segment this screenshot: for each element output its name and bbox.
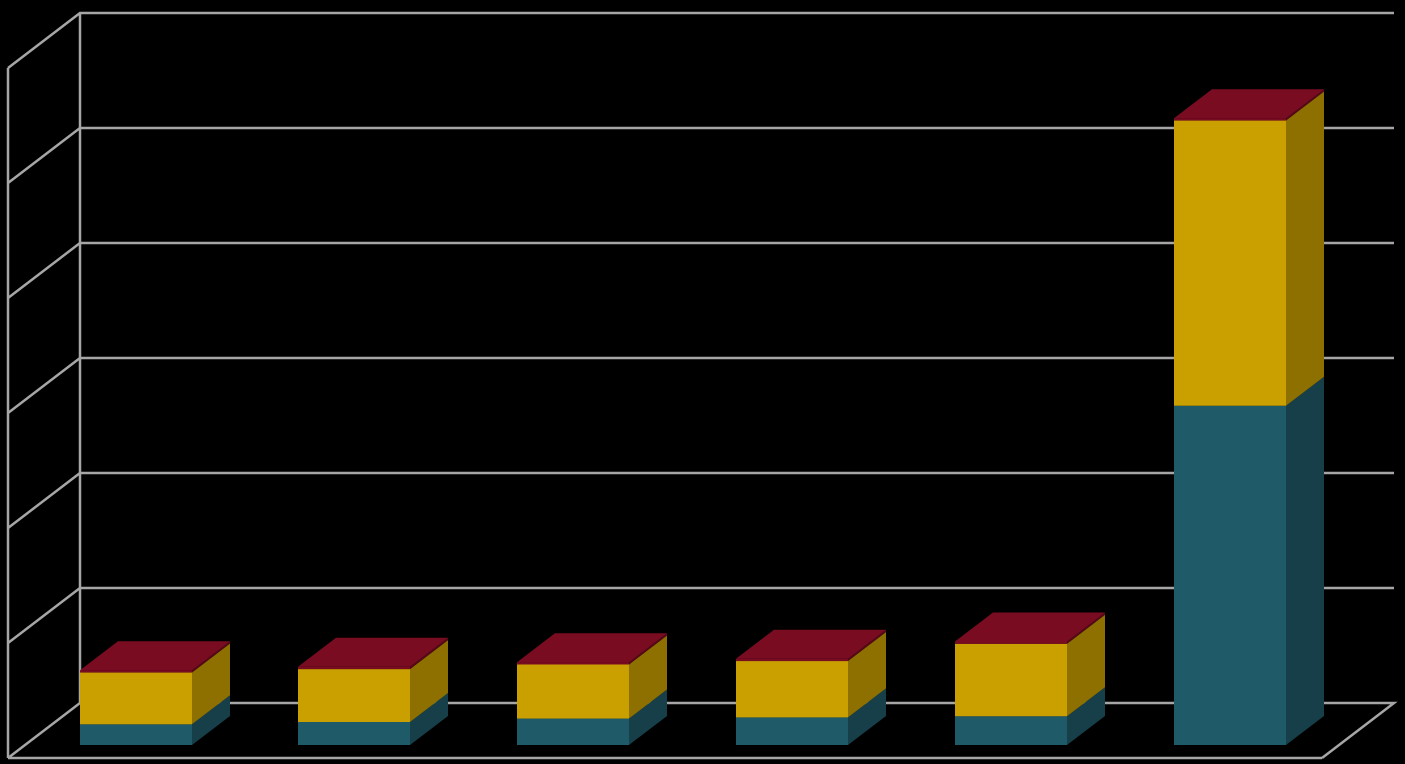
gridline xyxy=(7,241,1394,299)
bar-stack xyxy=(1174,89,1324,745)
bar-top xyxy=(517,633,667,663)
bar-segment-side xyxy=(848,688,886,745)
bar-segment xyxy=(80,672,192,725)
bar-segment-side xyxy=(1067,612,1105,644)
bar-top xyxy=(1174,89,1324,119)
bar-segment xyxy=(298,722,410,745)
bar-segment xyxy=(955,643,1067,717)
bar-segment xyxy=(1174,118,1286,121)
bar-stack xyxy=(517,633,667,745)
gridline xyxy=(7,586,1394,644)
bar-top xyxy=(736,629,886,659)
bar-segment xyxy=(1174,120,1286,406)
bar-segment xyxy=(80,724,192,745)
bar-segment-side xyxy=(192,641,230,673)
bar-segment xyxy=(517,662,629,665)
bar-segment-side xyxy=(848,632,886,718)
bar-segment-side xyxy=(410,693,448,745)
bar-segment xyxy=(736,717,848,745)
bar-segment xyxy=(955,716,1067,745)
bar-stack xyxy=(298,637,448,745)
bar-segment xyxy=(736,661,848,718)
bar-segment-side xyxy=(629,633,667,665)
bar-stack xyxy=(955,612,1105,745)
bar-segment xyxy=(298,666,410,670)
bar-segment-side xyxy=(629,635,667,719)
bar-segment-side xyxy=(410,640,448,722)
bar-segment xyxy=(1174,405,1286,745)
bar-segment xyxy=(955,641,1067,644)
gridline xyxy=(7,126,1394,184)
bar-segment-side xyxy=(410,637,448,670)
bars xyxy=(80,89,1324,745)
bar-segment-side xyxy=(1067,614,1105,717)
bar-segment xyxy=(298,669,410,722)
bar-top xyxy=(298,637,448,667)
bar-segment xyxy=(736,658,848,662)
gridlines xyxy=(6,11,1398,760)
bar-stack xyxy=(736,629,886,745)
bar-stack xyxy=(80,641,230,745)
bar-top xyxy=(955,612,1105,642)
bar-segment xyxy=(80,670,192,673)
gridline xyxy=(7,471,1394,529)
bar-segment-side xyxy=(1286,376,1324,745)
bar-segment-side xyxy=(848,629,886,662)
bar-segment-side xyxy=(192,695,230,745)
gridline xyxy=(7,356,1394,414)
gridline xyxy=(7,11,1394,69)
bar-segment xyxy=(517,718,629,745)
bar-segment-side xyxy=(192,643,230,725)
bar-segment xyxy=(517,664,629,719)
bar-segment-side xyxy=(1286,89,1324,121)
bar-segment-side xyxy=(1067,687,1105,745)
bar-segment-side xyxy=(629,689,667,745)
bar-top xyxy=(80,641,230,671)
bar-segment-side xyxy=(1286,91,1324,406)
